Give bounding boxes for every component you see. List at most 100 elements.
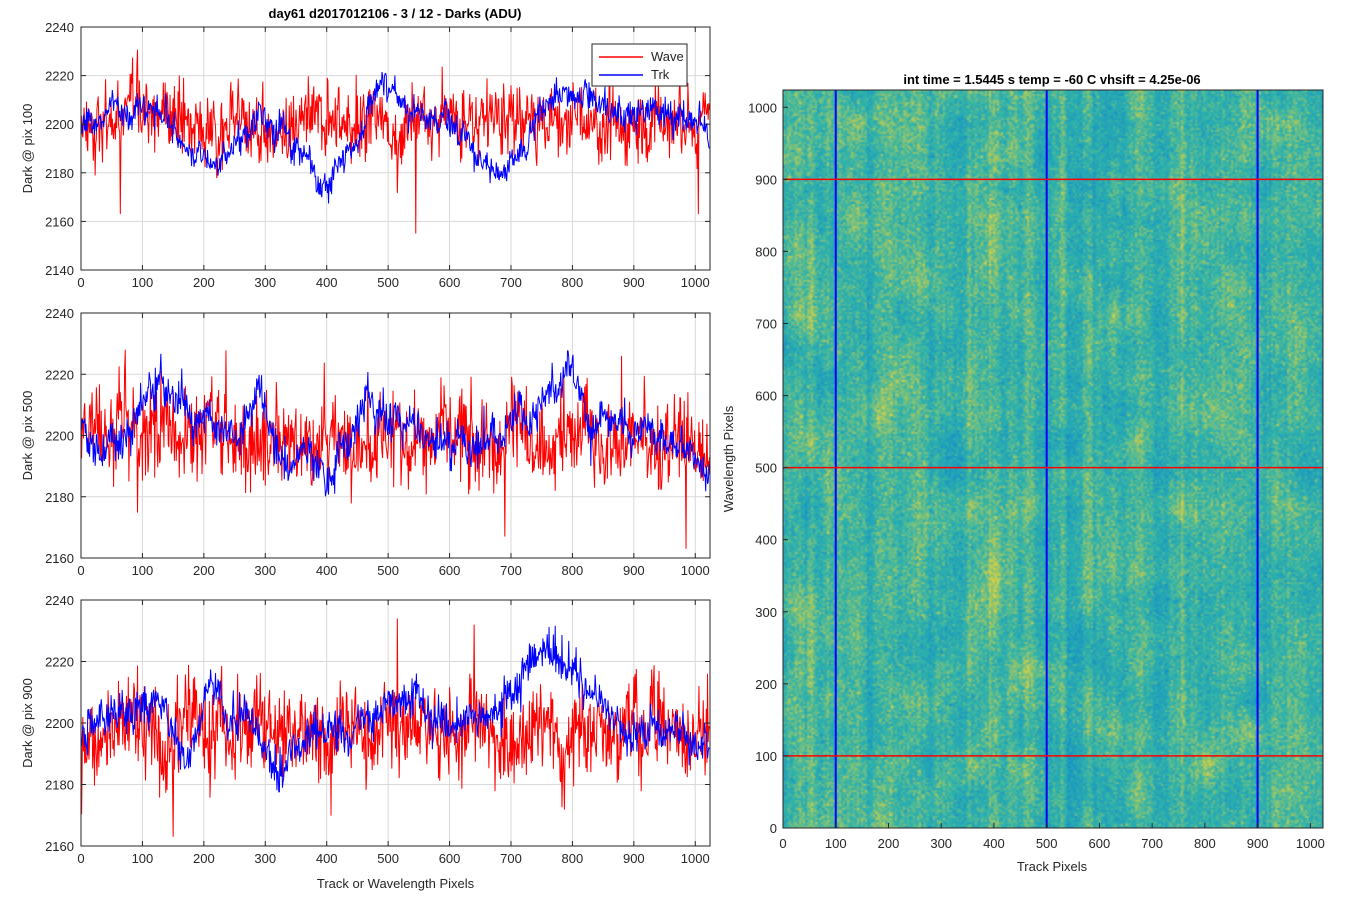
x-tick-label: 1000 xyxy=(681,275,710,290)
y-tick-label: 2220 xyxy=(45,367,74,382)
heatmap-ylabel: Wavelength Pixels xyxy=(721,405,736,512)
heatmap-x-tick-label: 1000 xyxy=(1296,836,1325,851)
x-tick-label: 600 xyxy=(439,563,461,578)
x-tick-label: 500 xyxy=(377,563,399,578)
heatmap-x-tick-label: 900 xyxy=(1247,836,1269,851)
heatmap-y-tick-label: 800 xyxy=(755,244,777,259)
heatmap-x-tick-label: 300 xyxy=(930,836,952,851)
heatmap-y-tick-label: 300 xyxy=(755,605,777,620)
heatmap-plot: int time = 1.5445 s temp = -60 C vhsift … xyxy=(721,72,1325,874)
heatmap-axes-box xyxy=(782,89,1324,829)
legend-trk-label: Trk xyxy=(651,67,670,82)
x-tick-label: 0 xyxy=(77,275,84,290)
x-tick-label: 200 xyxy=(193,275,215,290)
line-plot-pix-900: 0 100 200 300 400 500 600 700 800 900 1000 2160 2180… xyxy=(20,593,711,891)
y-tick-label: 2180 xyxy=(45,490,74,505)
x-tick-label: 900 xyxy=(623,851,645,866)
heatmap-x-tick-label: 500 xyxy=(1036,836,1058,851)
ticks: 0 100 200 300 400 500 600 700 800 900 1000 2160 2180… xyxy=(45,306,710,578)
x-tick-label: 100 xyxy=(132,275,154,290)
legend: Wave Trk xyxy=(591,43,688,87)
y-tick-label: 2240 xyxy=(45,306,74,321)
heatmap-y-tick-label: 0 xyxy=(770,821,777,836)
heatmap-image xyxy=(783,90,1323,828)
heatmap-x-tick-label: 700 xyxy=(1141,836,1163,851)
y-tick-label: 2220 xyxy=(45,655,74,670)
y-axis-label: Dark @ pix 100 xyxy=(20,104,35,194)
heatmap-y-tick-label: 700 xyxy=(755,317,777,332)
heatmap-y-tick-label: 100 xyxy=(755,749,777,764)
y-tick-label: 2160 xyxy=(45,214,74,229)
x-tick-label: 400 xyxy=(316,563,338,578)
y-tick-label: 2180 xyxy=(45,166,74,181)
series-group xyxy=(81,349,710,549)
x-tick-label: 300 xyxy=(254,563,276,578)
y-tick-label: 2240 xyxy=(45,20,74,35)
heatmap-y-tick-label: 900 xyxy=(755,172,777,187)
y-tick-label: 2200 xyxy=(45,429,74,444)
x-tick-label: 800 xyxy=(562,275,584,290)
heatmap-ticks: 0 100 200 300 400 500 600 700 800 900 1000 0 100 200 3… xyxy=(748,100,1325,851)
x-tick-label: 400 xyxy=(316,851,338,866)
x-axis-label: Track or Wavelength Pixels xyxy=(317,876,475,891)
series-line-trk xyxy=(81,71,710,204)
x-tick-label: 600 xyxy=(439,275,461,290)
x-tick-label: 500 xyxy=(377,275,399,290)
x-tick-label: 100 xyxy=(132,563,154,578)
x-tick-label: 700 xyxy=(500,851,522,866)
x-tick-label: 500 xyxy=(377,851,399,866)
x-tick-label: 900 xyxy=(623,275,645,290)
series-line-wave xyxy=(81,49,710,234)
y-tick-label: 2220 xyxy=(45,69,74,84)
heatmap-x-tick-label: 200 xyxy=(878,836,900,851)
heatmap-x-tick-label: 100 xyxy=(825,836,847,851)
x-tick-label: 0 xyxy=(77,563,84,578)
y-tick-label: 2140 xyxy=(45,263,74,278)
heatmap-xlabel: Track Pixels xyxy=(1017,859,1088,874)
x-tick-label: 600 xyxy=(439,851,461,866)
x-tick-label: 400 xyxy=(316,275,338,290)
x-tick-label: 300 xyxy=(254,275,276,290)
heatmap-y-tick-label: 500 xyxy=(755,461,777,476)
x-tick-label: 700 xyxy=(500,563,522,578)
x-tick-label: 700 xyxy=(500,275,522,290)
axes-box xyxy=(80,26,711,271)
heatmap-y-tick-label: 600 xyxy=(755,389,777,404)
heatmap-title: int time = 1.5445 s temp = -60 C vhsift … xyxy=(903,72,1200,87)
y-tick-label: 2200 xyxy=(45,117,74,132)
line-plot-pix-500: 0 100 200 300 400 500 600 700 800 900 1000 2160 2180… xyxy=(20,306,711,578)
series-line-wave xyxy=(81,618,710,837)
x-tick-label: 200 xyxy=(193,851,215,866)
x-tick-label: 0 xyxy=(77,851,84,866)
x-tick-label: 1000 xyxy=(681,851,710,866)
heatmap-guide-lines xyxy=(783,90,1323,828)
ticks: 0 100 200 300 400 500 600 700 800 900 1000 2140 2160… xyxy=(45,20,710,290)
x-tick-label: 1000 xyxy=(681,563,710,578)
y-tick-label: 2160 xyxy=(45,839,74,854)
y-tick-label: 2180 xyxy=(45,778,74,793)
y-tick-label: 2240 xyxy=(45,593,74,608)
heatmap-x-tick-label: 800 xyxy=(1194,836,1216,851)
ticks: 0 100 200 300 400 500 600 700 800 900 1000 2160 2180… xyxy=(45,593,710,866)
x-tick-label: 900 xyxy=(623,563,645,578)
figure-title: day61 d2017012106 - 3 / 12 - Darks (ADU) xyxy=(269,6,522,21)
legend-wave-label: Wave xyxy=(651,49,684,64)
heatmap-y-tick-label: 1000 xyxy=(748,100,777,115)
x-tick-label: 800 xyxy=(562,851,584,866)
heatmap-x-tick-label: 400 xyxy=(983,836,1005,851)
heatmap-x-tick-label: 600 xyxy=(1089,836,1111,851)
heatmap-x-tick-label: 0 xyxy=(779,836,786,851)
heatmap-y-tick-label: 200 xyxy=(755,677,777,692)
x-tick-label: 800 xyxy=(562,563,584,578)
y-axis-label: Dark @ pix 900 xyxy=(20,678,35,768)
x-tick-label: 200 xyxy=(193,563,215,578)
heatmap-y-tick-label: 400 xyxy=(755,533,777,548)
series-group xyxy=(81,49,710,234)
y-tick-label: 2200 xyxy=(45,716,74,731)
y-tick-label: 2160 xyxy=(45,551,74,566)
series-line-wave xyxy=(81,349,710,549)
x-tick-label: 100 xyxy=(132,851,154,866)
series-line-trk xyxy=(81,350,710,497)
y-axis-label: Dark @ pix 500 xyxy=(20,391,35,481)
